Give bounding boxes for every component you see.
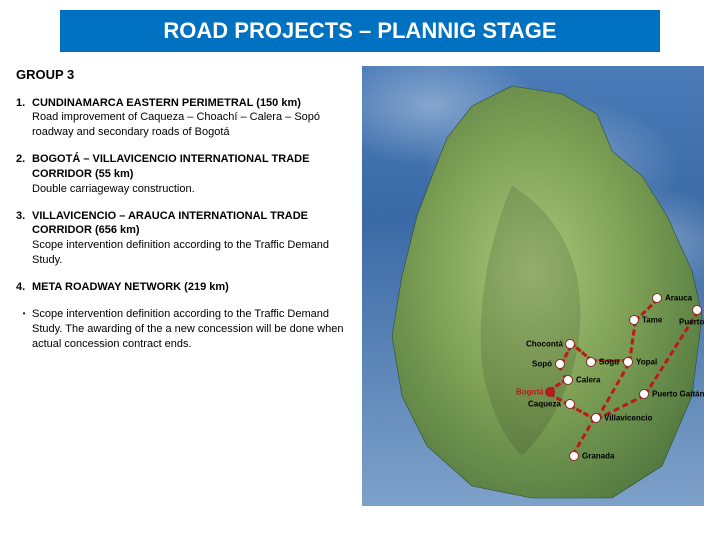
city-dot xyxy=(565,399,575,409)
city-label: Arauca xyxy=(665,294,692,303)
project-title: BOGOTÁ – VILLAVICENCIO INTERNATIONAL TRA… xyxy=(32,153,309,180)
city-dot xyxy=(569,451,579,461)
page-title: ROAD PROJECTS – PLANNIG STAGE xyxy=(60,10,660,52)
city-label: Tame xyxy=(642,316,662,325)
bullet-icon: • xyxy=(16,307,32,352)
city-label: Sopó xyxy=(532,360,552,369)
map: Arauca Puerto Carreño Tame Chocontá Sopó Sogu… xyxy=(362,66,704,506)
city-label: Puerto Carreño xyxy=(679,318,704,327)
project-number: 2. xyxy=(16,152,32,197)
city-label: Sogu xyxy=(599,358,619,367)
city-label: Granada xyxy=(582,452,614,461)
city-dot xyxy=(586,357,596,367)
project-desc: Road improvement of Caqueza – Choachí – … xyxy=(32,111,320,138)
city-dot xyxy=(555,359,565,369)
city-dot xyxy=(652,293,662,303)
city-label: Yopal xyxy=(636,358,657,367)
city-dot xyxy=(692,305,702,315)
project-number: 4. xyxy=(16,280,32,295)
project-item: 1. CUNDINAMARCA EASTERN PERIMETRAL (150 … xyxy=(16,96,358,141)
bullet-item: • Scope intervention definition accordin… xyxy=(16,307,358,352)
project-number: 1. xyxy=(16,96,32,141)
content-row: GROUP 3 1. CUNDINAMARCA EASTERN PERIMETR… xyxy=(0,52,720,506)
city-label: Chocontá xyxy=(526,340,563,349)
city-dot xyxy=(545,387,555,397)
city-label: Calera xyxy=(576,376,600,385)
project-item: 3. VILLAVICENCIO – ARAUCA INTERNATIONAL … xyxy=(16,209,358,268)
project-desc: Scope intervention definition according … xyxy=(32,239,329,266)
project-title: VILLAVICENCIO – ARAUCA INTERNATIONAL TRA… xyxy=(32,210,308,237)
bullet-text: Scope intervention definition according … xyxy=(32,307,358,352)
map-land xyxy=(362,66,704,506)
map-sea: Arauca Puerto Carreño Tame Chocontá Sopó Sogu… xyxy=(362,66,704,506)
city-label: Villavicencio xyxy=(604,414,652,423)
city-label: Bogotá xyxy=(516,388,544,397)
city-dot xyxy=(591,413,601,423)
city-label: Puerto Gaitán xyxy=(652,390,704,399)
city-dot xyxy=(623,357,633,367)
city-dot xyxy=(565,339,575,349)
city-dot xyxy=(639,389,649,399)
city-dot xyxy=(629,315,639,325)
city-label: Caqueza xyxy=(528,400,561,409)
project-list: GROUP 3 1. CUNDINAMARCA EASTERN PERIMETR… xyxy=(16,66,358,506)
city-dot xyxy=(563,375,573,385)
project-item: 2. BOGOTÁ – VILLAVICENCIO INTERNATIONAL … xyxy=(16,152,358,197)
project-item: 4. META ROADWAY NETWORK (219 km) xyxy=(16,280,358,295)
project-number: 3. xyxy=(16,209,32,268)
project-title: META ROADWAY NETWORK (219 km) xyxy=(32,281,229,293)
group-label: GROUP 3 xyxy=(16,66,358,84)
project-title: CUNDINAMARCA EASTERN PERIMETRAL (150 km) xyxy=(32,97,301,109)
project-desc: Double carriageway construction. xyxy=(32,183,195,195)
